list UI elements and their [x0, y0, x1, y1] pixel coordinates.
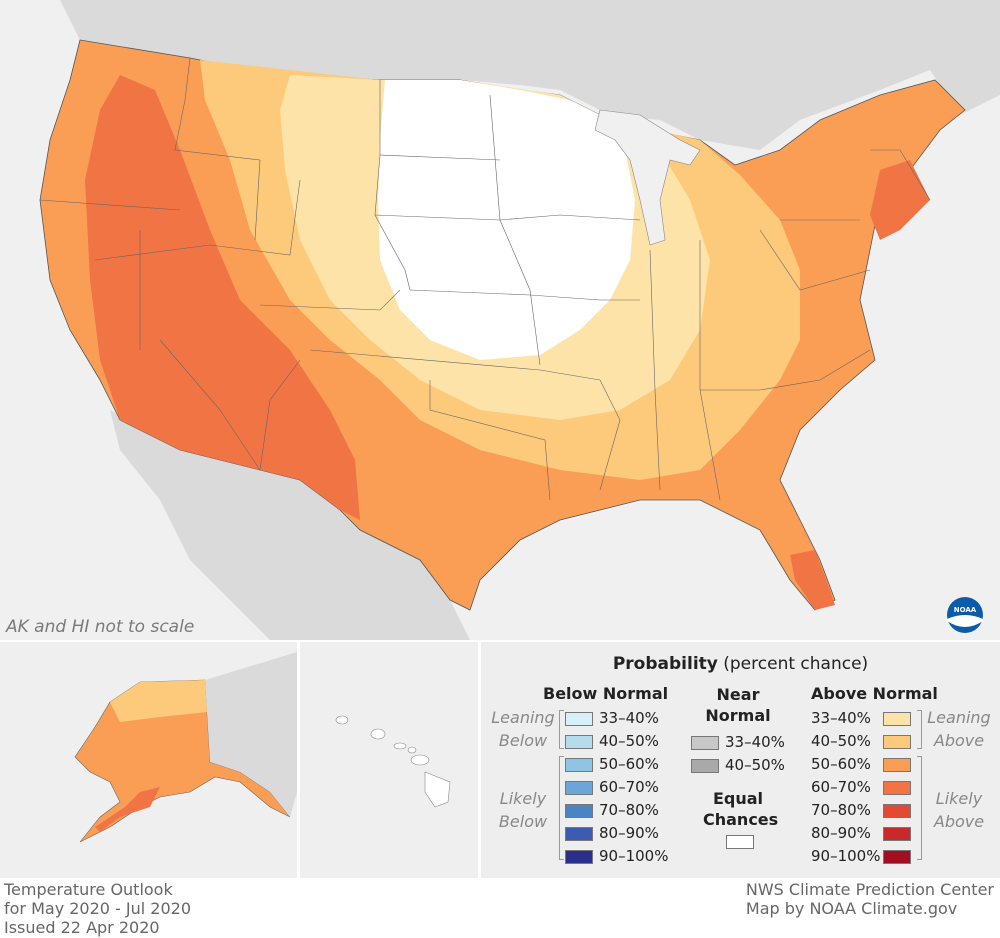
alaska-zone-above-60-70	[95, 787, 160, 832]
bracket-likely-below	[559, 756, 564, 860]
below-swatch-1	[565, 735, 593, 749]
above-label-1: 40–50%	[811, 732, 871, 750]
above-swatch-6	[883, 850, 911, 864]
above-label-3: 60–70%	[811, 778, 871, 796]
likely-below-label-1: Likely	[499, 789, 547, 808]
likely-below-label: Likely Below	[485, 787, 561, 833]
below-swatch-6	[565, 850, 593, 864]
near-label-1: 40–50%	[725, 756, 785, 774]
above-label-6: 90–100%	[811, 847, 881, 865]
likely-above-label: Likely Above	[921, 787, 997, 833]
below-label-0: 33–40%	[599, 709, 659, 727]
leaning-above-label-2: Above	[933, 731, 985, 750]
leaning-above-label-1: Leaning	[927, 708, 991, 727]
zone-above-60-70-west	[85, 75, 360, 520]
equal-chances-heading: Equal Chances	[703, 788, 779, 830]
below-label-5: 80–90%	[599, 824, 659, 842]
bracket-leaning-below	[559, 710, 564, 749]
below-swatch-4	[565, 804, 593, 818]
legend: Probability (percent chance) Below Norma…	[481, 642, 1000, 878]
below-label-2: 50–60%	[599, 755, 659, 773]
leaning-below-label: Leaning Below	[485, 706, 561, 752]
outlook-caption: Temperature Outlook for May 2020 - Jul 2…	[4, 880, 191, 937]
conus-temperature-outlook-map: AK and HI not to scale NOAA	[0, 0, 1000, 640]
below-label-3: 60–70%	[599, 778, 659, 796]
bracket-likely-above	[917, 756, 922, 860]
credit-center: NWS Climate Prediction Center	[745, 880, 994, 899]
equal-chances-heading-2: Chances	[703, 810, 779, 829]
zone-equal-chances	[378, 80, 635, 360]
credit-caption: NWS Climate Prediction Center Map by NOA…	[746, 880, 994, 918]
equal-chances-heading-1: Equal	[712, 789, 764, 808]
near-normal-heading: Near Normal	[703, 684, 773, 726]
leaning-above-label: Leaning Above	[921, 706, 997, 752]
below-swatch-0	[565, 712, 593, 726]
above-swatch-0	[883, 712, 911, 726]
canada-landmass	[60, 0, 1000, 150]
great-lakes	[594, 109, 701, 246]
leaning-below-label-1: Leaning	[491, 708, 555, 727]
credit-map-by: Map by NOAA Climate.gov	[745, 899, 958, 918]
above-swatch-5	[883, 827, 911, 841]
likely-above-label-1: Likely	[935, 789, 983, 808]
hawaii-islands	[335, 715, 451, 808]
svg-text:NOAA: NOAA	[954, 606, 977, 614]
below-label-1: 40–50%	[599, 732, 659, 750]
issue-date: Issued 22 Apr 2020	[4, 918, 160, 937]
legend-title-bold: Probability	[612, 654, 718, 674]
near-normal-heading-2: Normal	[705, 706, 771, 725]
hawaii-inset-map	[300, 642, 478, 878]
near-label-0: 33–40%	[725, 733, 785, 751]
outlook-title: Temperature Outlook	[4, 880, 173, 899]
mexico-landmass	[110, 410, 470, 640]
above-swatch-1	[883, 735, 911, 749]
above-label-2: 50–60%	[811, 755, 871, 773]
below-swatch-5	[565, 827, 593, 841]
legend-title-rest: (percent chance)	[717, 654, 869, 674]
noaa-logo-icon: NOAA	[947, 597, 983, 633]
legend-title: Probability (percent chance)	[481, 654, 1000, 674]
above-normal-heading: Above Normal	[811, 684, 938, 703]
state-boundaries	[39, 57, 931, 501]
likely-above-label-2: Above	[933, 812, 985, 831]
below-swatch-2	[565, 758, 593, 772]
below-label-4: 70–80%	[599, 801, 659, 819]
above-label-5: 80–90%	[811, 824, 871, 842]
below-swatch-3	[565, 781, 593, 795]
zone-above-60-70-florida	[790, 550, 835, 610]
likely-below-label-2: Below	[498, 812, 548, 831]
zone-above-60-70-northeast	[870, 160, 930, 240]
near-swatch-1	[691, 759, 719, 773]
bracket-leaning-above	[917, 710, 922, 749]
above-label-0: 33–40%	[811, 709, 871, 727]
above-swatch-2	[883, 758, 911, 772]
near-swatch-0	[691, 736, 719, 750]
canada-yukon	[205, 652, 297, 817]
scale-note: AK and HI not to scale	[5, 617, 194, 637]
below-label-6: 90–100%	[599, 847, 669, 865]
above-swatch-4	[883, 804, 911, 818]
alaska-zone-above-40-50	[110, 680, 207, 722]
below-normal-heading: Below Normal	[543, 684, 669, 703]
leaning-below-label-2: Below	[498, 731, 548, 750]
above-label-4: 70–80%	[811, 801, 871, 819]
outlook-period: for May 2020 - Jul 2020	[4, 899, 192, 918]
above-swatch-3	[883, 781, 911, 795]
near-normal-heading-1: Near	[716, 685, 760, 704]
equal-chances-swatch	[726, 835, 754, 849]
alaska-inset-map	[0, 642, 297, 878]
